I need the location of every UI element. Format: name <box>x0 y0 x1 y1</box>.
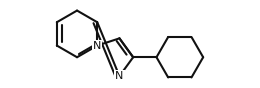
Text: N: N <box>93 41 101 51</box>
Text: N: N <box>115 71 124 81</box>
